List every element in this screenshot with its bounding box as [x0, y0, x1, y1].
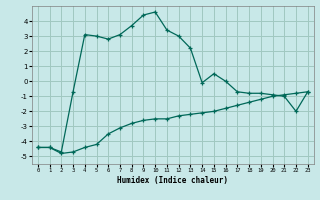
X-axis label: Humidex (Indice chaleur): Humidex (Indice chaleur) — [117, 176, 228, 185]
